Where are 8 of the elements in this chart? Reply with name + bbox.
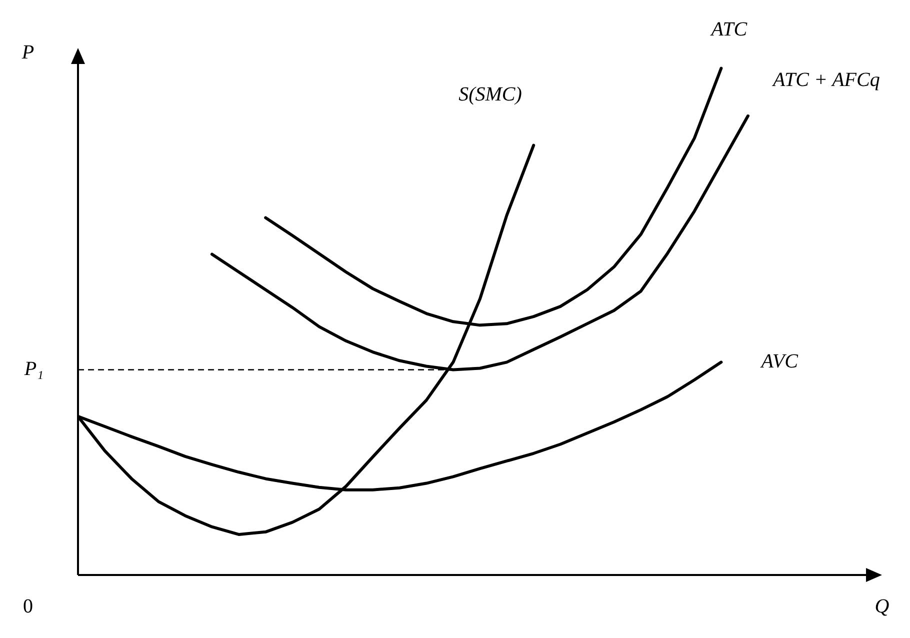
series-label: ATC + AFCq (771, 69, 880, 92)
text: AVC (759, 350, 799, 372)
y-axis-title: P (20, 41, 34, 64)
text: S(SMC) (458, 84, 522, 106)
ref-line-label: P₁ (23, 358, 44, 380)
series-label: ATC (709, 18, 748, 41)
text: Q (874, 595, 890, 618)
text: 0 (23, 595, 33, 618)
